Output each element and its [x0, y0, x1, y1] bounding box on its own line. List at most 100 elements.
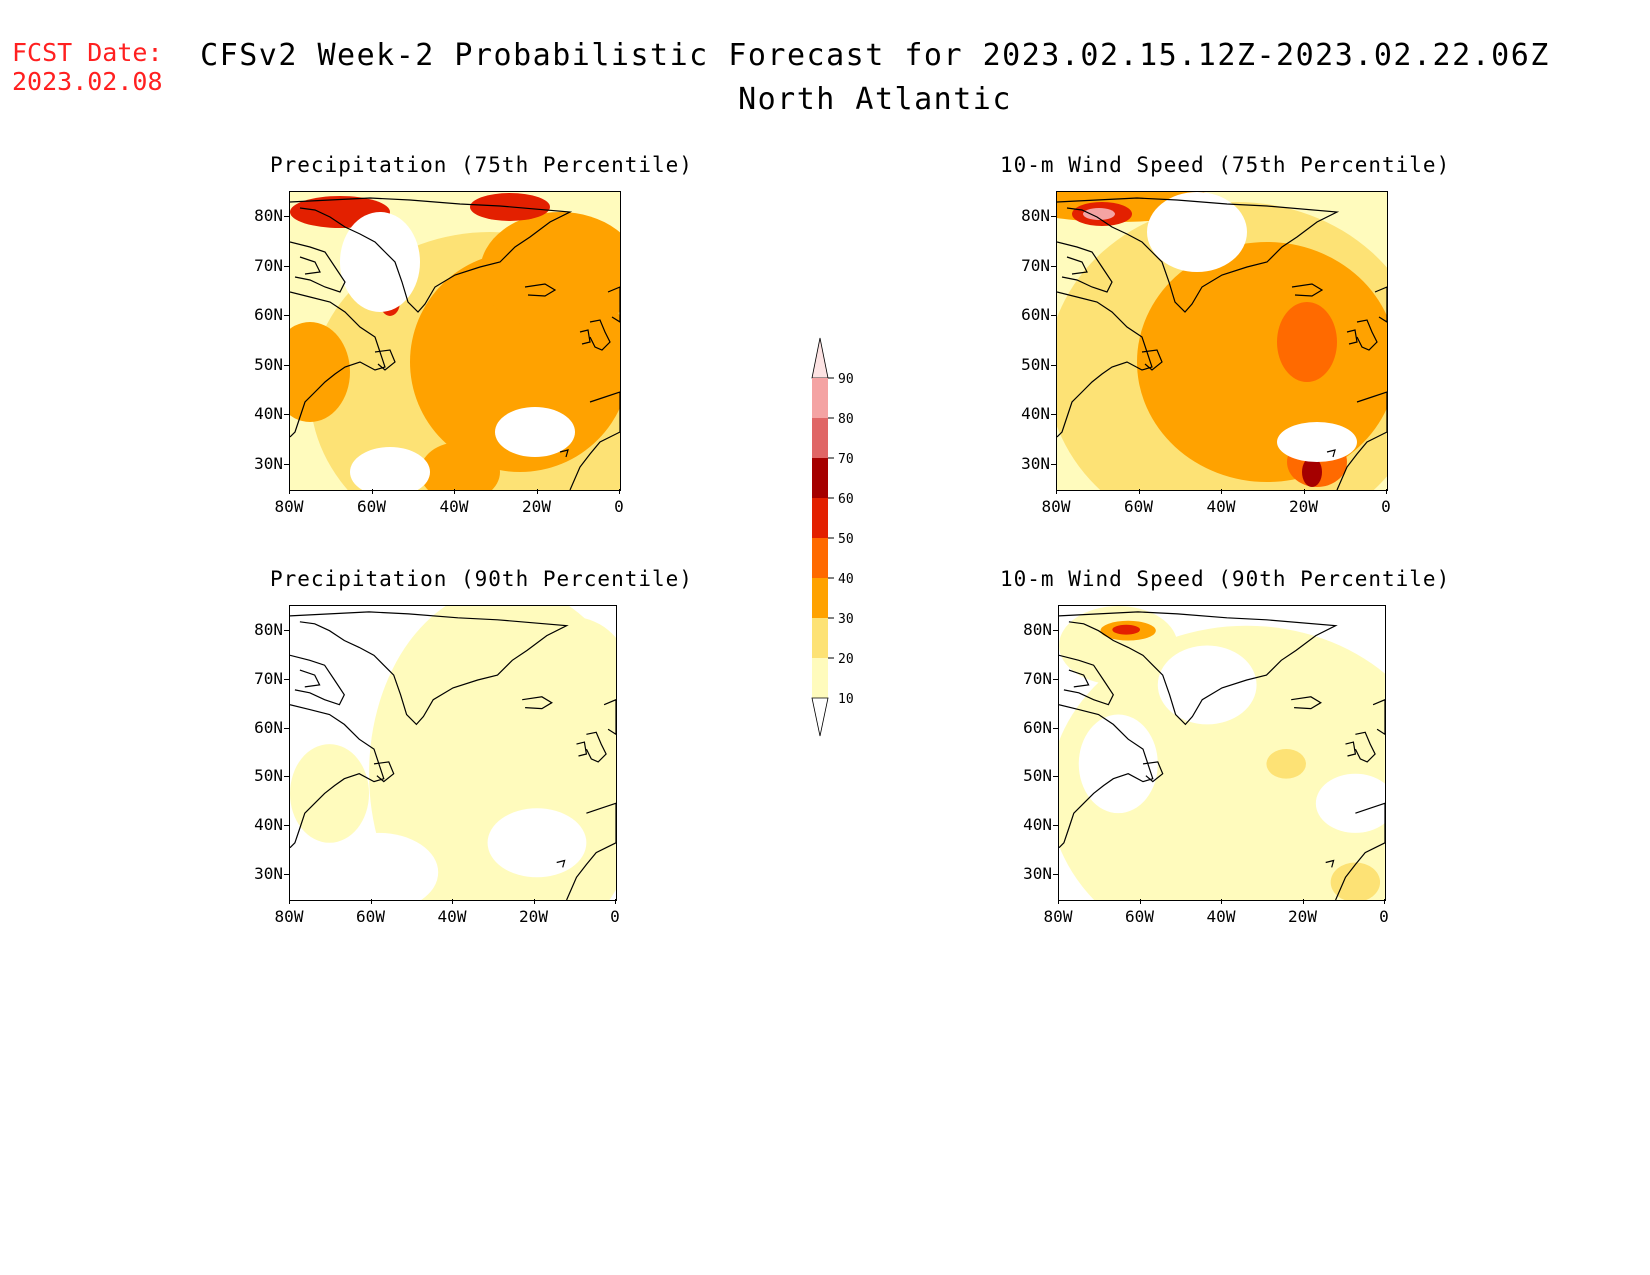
lat-tick — [1053, 776, 1058, 778]
colorbar-segment — [812, 658, 828, 698]
lon-tick — [289, 489, 290, 494]
probability-contour — [1277, 302, 1337, 382]
lon-tick-label: 40W — [439, 497, 469, 516]
probability-contour — [350, 447, 430, 490]
lon-tick — [533, 899, 535, 904]
lat-tick — [1051, 315, 1056, 317]
coastline — [290, 197, 573, 313]
lat-tick-label: 80N — [254, 206, 283, 225]
lat-tick — [284, 216, 289, 217]
probability-field — [290, 192, 620, 490]
lat-tick — [1051, 265, 1056, 267]
lat-tick-label: 40N — [254, 815, 283, 835]
lat-tick-label: 70N — [254, 668, 283, 688]
lat-tick-label: 40N — [1023, 815, 1052, 835]
coastline — [603, 699, 616, 736]
lat-tick — [284, 464, 289, 465]
lat-tick-label: 80N — [1023, 620, 1052, 639]
lat-tick-label: 50N — [254, 766, 283, 786]
coastline — [585, 731, 607, 763]
coastline — [290, 291, 386, 438]
coastline — [524, 283, 557, 297]
lat-tick — [1051, 464, 1056, 465]
lat-tick — [1053, 874, 1058, 875]
figure-title: CFSv2 Week-2 Probabilistic Forecast for … — [200, 38, 1550, 73]
fcst-date-value: 2023.02.08 — [12, 67, 163, 96]
colorbar-label: 30 — [838, 612, 854, 627]
lon-tick-label: 40W — [1206, 497, 1236, 516]
probability-contour — [1330, 862, 1381, 900]
coastline — [1325, 859, 1335, 868]
lon-tick-label: 40W — [437, 907, 467, 926]
lat-tick-label: 30N — [254, 864, 283, 883]
probability-contour — [1277, 422, 1357, 462]
lon-tick-label: 60W — [1125, 907, 1154, 926]
coastline — [373, 761, 395, 783]
coastline — [374, 349, 396, 371]
probability-field — [1057, 192, 1387, 490]
coastline — [579, 329, 591, 345]
fcst-date-label: FCST Date: — [12, 38, 163, 67]
colorbar-cap-top — [811, 337, 829, 379]
lon-tick-label: 20W — [1288, 907, 1317, 926]
lat-tick — [1051, 414, 1056, 416]
lat-tick-label: 80N — [1021, 206, 1050, 225]
lat-tick-label: 70N — [1023, 668, 1052, 688]
map-plot-area — [1058, 605, 1386, 901]
coastline — [1326, 449, 1336, 458]
lat-tick-label: 70N — [254, 255, 283, 275]
coastline — [589, 319, 611, 351]
lat-tick — [284, 630, 289, 631]
colorbar-label: 50 — [838, 532, 854, 547]
colorbar: 90 80 70 60 50 40 30 20 10 — [800, 332, 870, 744]
coastline — [290, 704, 385, 849]
lat-tick-label: 30N — [1021, 454, 1050, 473]
lon-tick-label: 20W — [522, 497, 551, 516]
coastline — [607, 286, 620, 323]
coastline — [566, 802, 616, 900]
map-plot-area — [289, 191, 621, 491]
colorbar-label: 60 — [838, 492, 854, 507]
lat-tick-label: 50N — [1023, 766, 1052, 786]
coastline — [299, 256, 321, 275]
probability-contour — [1083, 208, 1115, 220]
colorbar-cap-bottom — [811, 697, 829, 737]
lon-tick — [1139, 899, 1141, 904]
coastline — [1354, 731, 1376, 763]
probability-contour — [507, 615, 616, 715]
lat-tick-label: 40N — [254, 404, 283, 424]
lon-tick — [1302, 899, 1304, 904]
lat-tick — [284, 265, 289, 267]
probability-contour — [1137, 242, 1387, 482]
region-title: North Atlantic — [738, 82, 1012, 117]
coastline — [290, 241, 346, 293]
probability-field — [1059, 606, 1385, 900]
coastline — [1059, 704, 1154, 849]
coastline — [556, 859, 566, 868]
probability-contour — [1112, 624, 1141, 635]
colorbar-graphic: 90 80 70 60 50 40 30 20 10 — [811, 337, 854, 737]
coastline — [522, 696, 553, 710]
lon-tick-label: 0 — [610, 907, 620, 926]
probability-contour — [420, 442, 500, 490]
coastline — [1345, 741, 1357, 757]
coastline — [569, 391, 620, 490]
lat-tick — [284, 364, 289, 366]
lat-tick — [1053, 727, 1058, 729]
lat-tick-label: 60N — [254, 717, 283, 737]
lon-tick — [1221, 489, 1222, 494]
probability-contour — [1266, 749, 1306, 779]
coastline — [1141, 349, 1163, 371]
lon-tick-label: 20W — [1289, 497, 1318, 516]
lat-tick — [1051, 216, 1056, 217]
lat-tick — [284, 678, 289, 680]
lon-tick — [1056, 489, 1057, 494]
lon-tick — [454, 489, 455, 494]
lat-tick — [1053, 825, 1058, 827]
lat-tick-label: 70N — [1021, 255, 1050, 275]
lat-tick-label: 30N — [1023, 864, 1052, 883]
lat-tick — [284, 315, 289, 317]
probability-contour — [495, 407, 575, 457]
probability-contour — [480, 212, 620, 332]
probability-field — [290, 606, 616, 900]
